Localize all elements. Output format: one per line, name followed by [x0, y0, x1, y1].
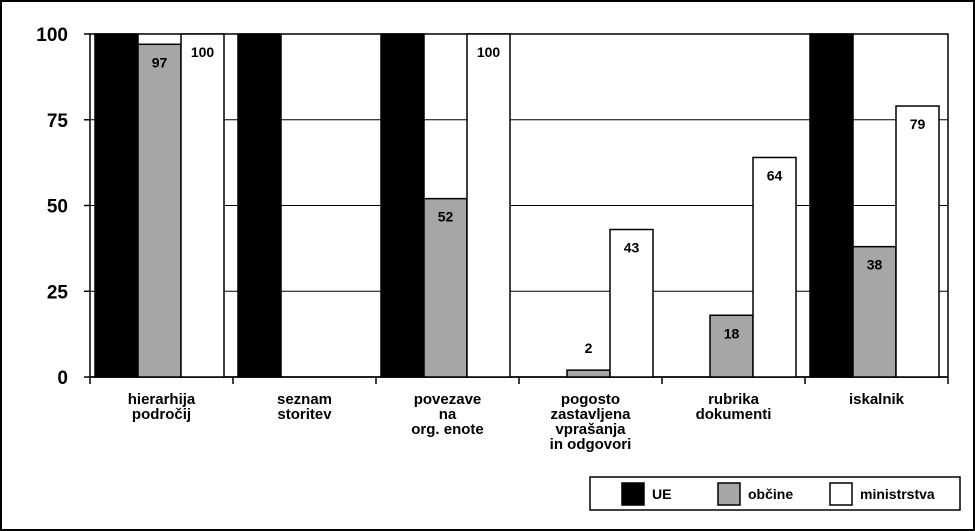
x-tick-label: povezave	[414, 391, 482, 408]
data-label: 64	[767, 167, 783, 183]
data-label: 18	[724, 325, 740, 341]
y-tick-label-0: 0	[57, 368, 68, 389]
y-tick-label-75: 75	[47, 111, 69, 132]
x-tick-label: seznam	[277, 391, 332, 408]
legend-swatch-občine	[717, 482, 741, 506]
data-label: 2	[585, 340, 593, 356]
legend-label: UE	[652, 486, 671, 502]
legend-box	[589, 476, 961, 511]
data-label: 100	[477, 44, 501, 60]
data-label: 97	[152, 54, 168, 70]
x-tick-label: hierarhija	[128, 391, 196, 408]
x-tick-label: področij	[132, 406, 191, 423]
x-tick-label: na	[439, 406, 457, 423]
x-tick-label: dokumenti	[696, 406, 772, 423]
bar-ministrstva-0	[180, 33, 225, 378]
x-tick-label: org. enote	[411, 421, 484, 438]
legend-swatch-UE	[621, 482, 645, 506]
bar-občine-3	[566, 369, 611, 378]
bar-UE-5	[809, 33, 854, 378]
x-tick-label: vprašanja	[555, 421, 626, 438]
x-tick-label: iskalnik	[849, 391, 905, 408]
x-tick-label: in odgovori	[550, 436, 632, 453]
bar-UE-2	[380, 33, 425, 378]
y-tick-label-50: 50	[47, 197, 68, 218]
x-tick-label: rubrika	[708, 391, 760, 408]
x-tick-label: storitev	[277, 406, 332, 423]
bar-občine-0	[137, 43, 182, 378]
data-label: 52	[438, 209, 454, 225]
data-label: 79	[910, 116, 926, 132]
bar-občine-4	[709, 314, 754, 378]
legend-label: ministrstva	[860, 486, 935, 502]
data-label: 38	[867, 257, 883, 273]
legend-swatch-ministrstva	[829, 482, 853, 506]
y-tick-label-100: 100	[36, 25, 68, 46]
bar-UE-1	[237, 33, 282, 378]
y-tick-label-25: 25	[47, 282, 69, 303]
bar-občine-2	[423, 197, 468, 378]
bar-ministrstva-3	[609, 228, 654, 378]
bar-ministrstva-4	[752, 156, 797, 378]
bar-občine-5	[852, 245, 897, 378]
data-label: 100	[191, 44, 215, 60]
bar-UE-0	[94, 33, 139, 378]
legend-label: občine	[748, 486, 793, 502]
data-label: 43	[624, 240, 640, 256]
bar-ministrstva-2	[466, 33, 511, 378]
bar-ministrstva-5	[895, 105, 940, 378]
x-tick-label: zastavljena	[550, 406, 631, 423]
x-tick-label: pogosto	[561, 391, 620, 408]
